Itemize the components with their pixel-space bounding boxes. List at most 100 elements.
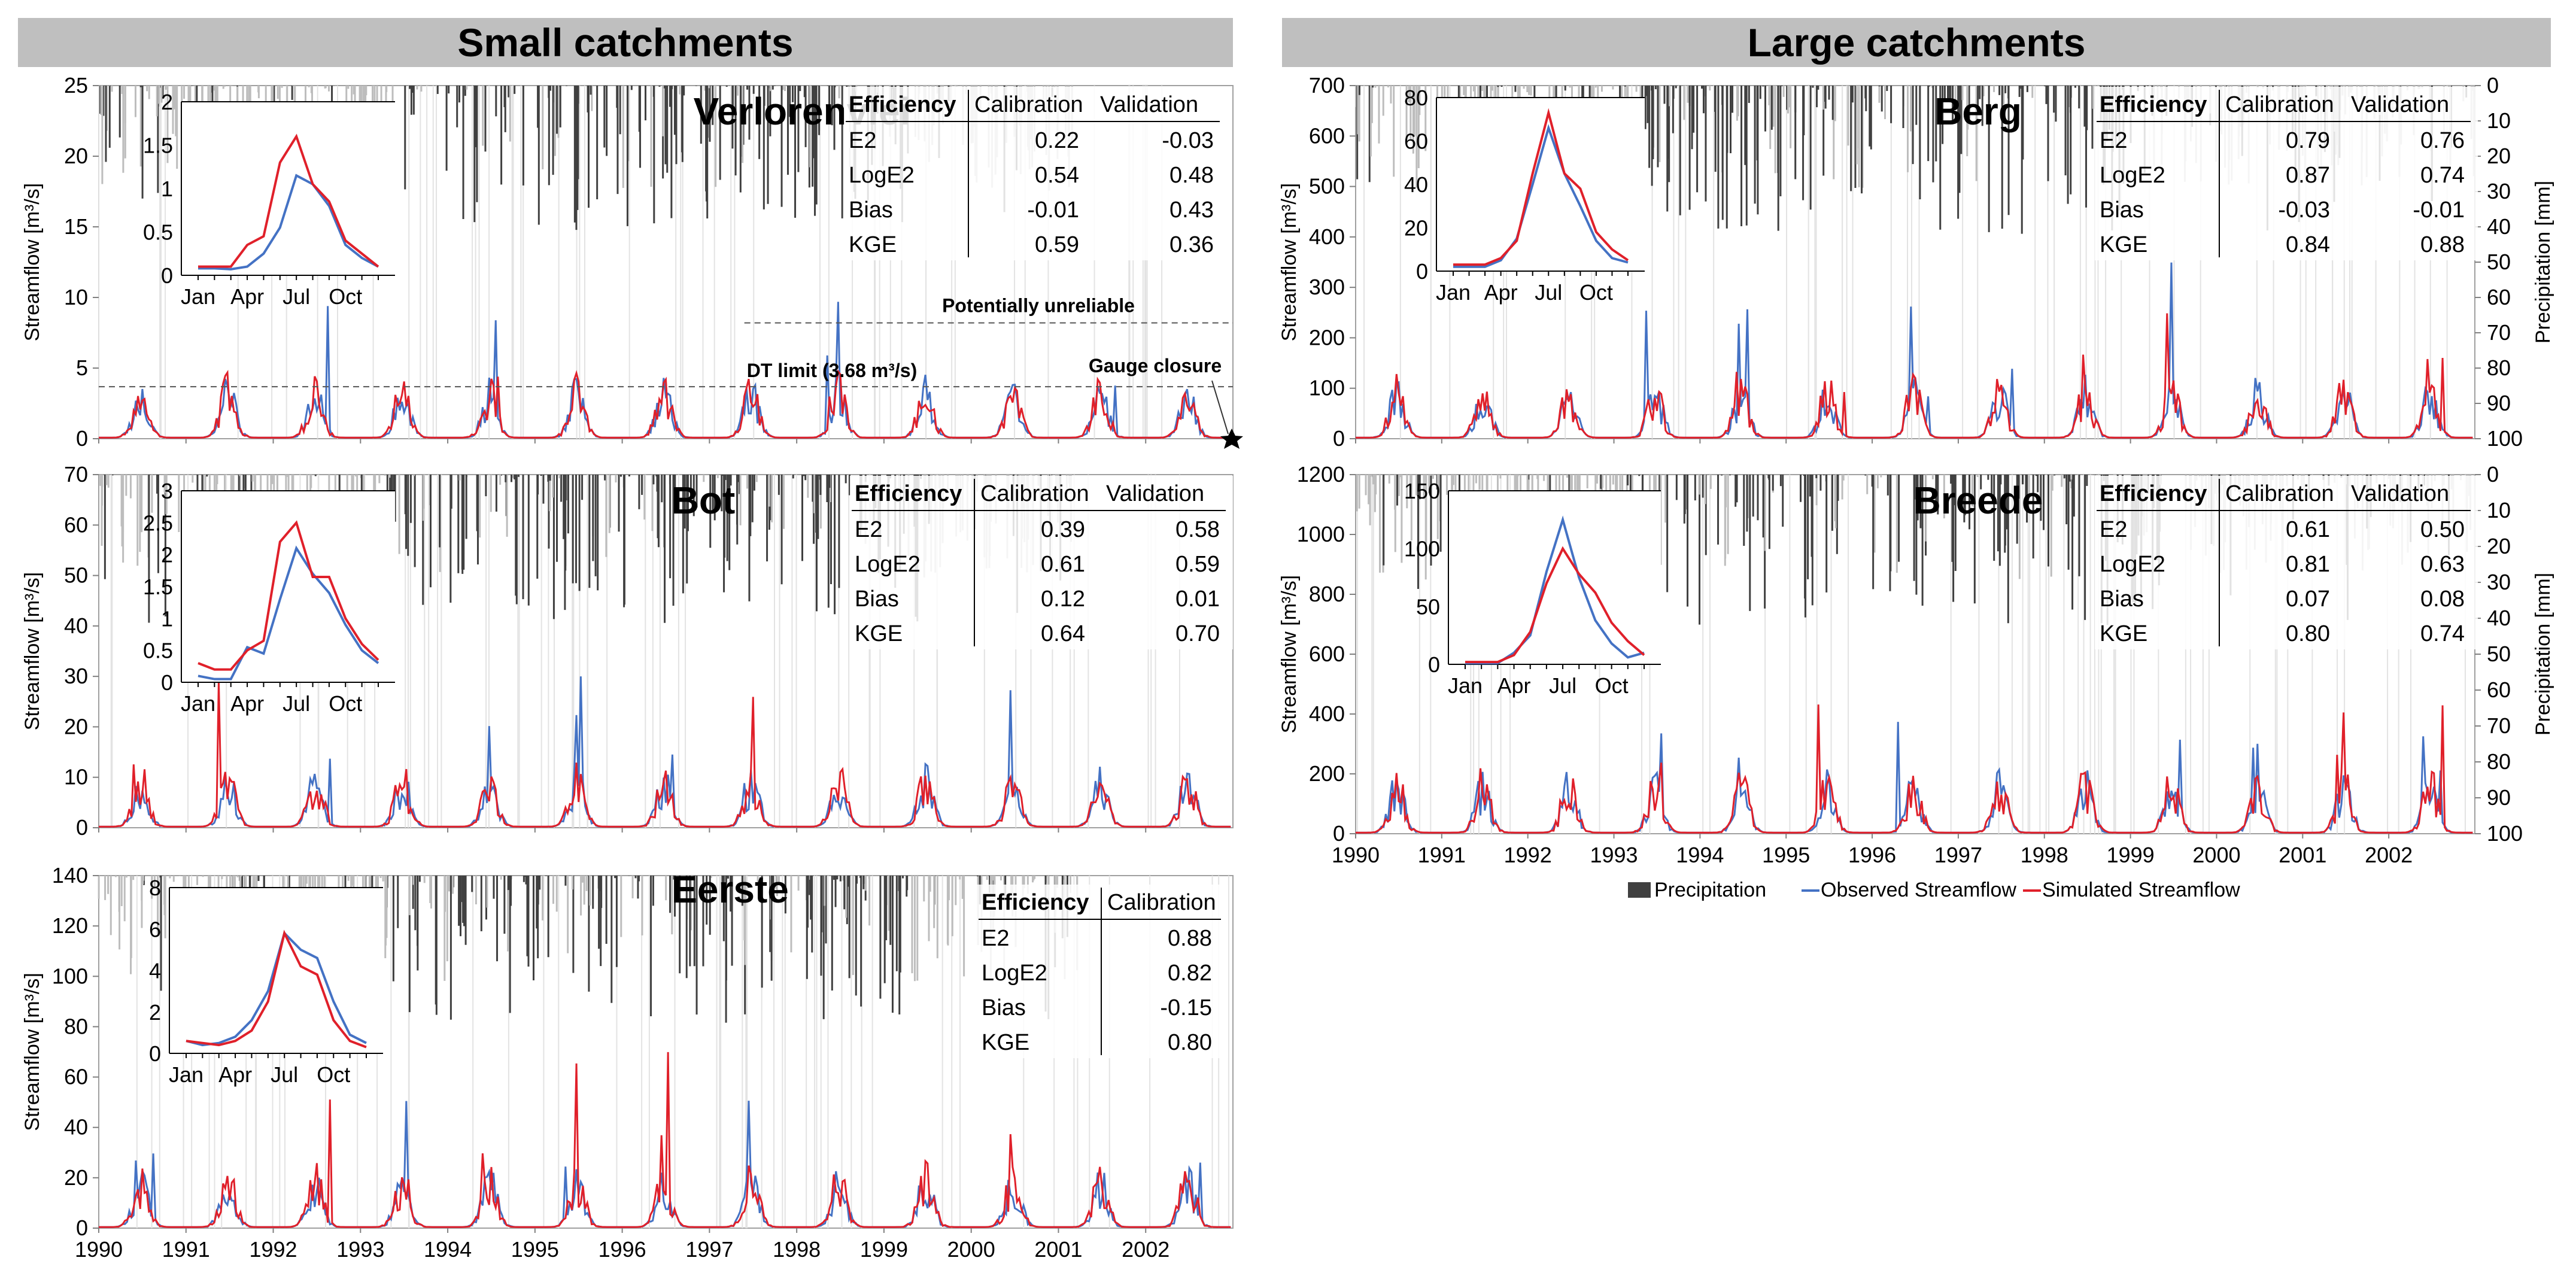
inset-x-tick-label: Jan <box>181 284 215 309</box>
inset-bg <box>1436 98 1645 271</box>
y2-tick-label: 30 <box>2487 179 2511 203</box>
y-tick-label: 30 <box>64 664 88 688</box>
inset-x-tick-label: Apr <box>1497 673 1531 698</box>
monthly-inset: 0 0.5 1 1.5 2 2.5 3 Jan Apr Jul Oct <box>143 479 395 716</box>
efficiency-metric: Bias <box>849 198 893 223</box>
x-tick-label: 1999 <box>2107 843 2155 867</box>
inset-observed-line <box>186 931 367 1047</box>
inset-observed-line <box>198 174 379 271</box>
y-axis-label: Streamflow [m³/s] <box>1278 183 1301 341</box>
inset-observed-line <box>1453 124 1629 268</box>
efficiency-header: Efficiency <box>2100 481 2207 506</box>
efficiency-table-bg <box>844 87 1227 260</box>
efficiency-metric: KGE <box>982 1030 1029 1055</box>
inset-simulated-line <box>1465 546 1645 664</box>
y-tick-label: 60 <box>64 512 88 537</box>
y-tick-label: 0 <box>1333 426 1345 451</box>
simulated-series-line <box>1356 704 2473 834</box>
inset-y-tick-label: 50 <box>1416 594 1440 619</box>
efficiency-metric: KGE <box>2100 621 2147 646</box>
y2-tick-label: 40 <box>2487 606 2511 630</box>
inset-x-tick-label: Apr <box>230 691 264 716</box>
efficiency-metric: LogE2 <box>855 552 921 577</box>
inset-x-tick-label: Jan <box>1436 280 1471 305</box>
inset-y-tick-label: 2 <box>161 90 173 114</box>
inset-x-tick-label: Apr <box>230 284 264 309</box>
y-tick-label: 400 <box>1309 224 1345 249</box>
efficiency-table: Efficiency Calibration Validation E2 0.61 0.5… <box>2095 476 2478 649</box>
efficiency-table: Efficiency Calibration Validation E2 0.22 -0.… <box>844 87 1227 260</box>
inset-x-tick-label: Oct <box>329 284 362 309</box>
efficiency-calibration: 0.12 <box>1041 587 1085 612</box>
x-tick-label: 1996 <box>599 1237 646 1262</box>
y-tick-label: 600 <box>1309 123 1345 148</box>
efficiency-validation: 0.74 <box>2420 163 2465 188</box>
y2-tick-label: 90 <box>2487 391 2511 415</box>
simulated-series-line <box>99 1052 1231 1228</box>
efficiency-metric: Bias <box>2100 587 2144 612</box>
efficiency-validation: 0.70 <box>1175 621 1220 646</box>
y2-tick-label: 80 <box>2487 749 2511 774</box>
y-tick-label: 100 <box>1309 376 1345 400</box>
x-tick-label: 1991 <box>162 1237 210 1262</box>
y-tick-label: 50 <box>64 563 88 588</box>
legend-observed-label: Observed Streamflow <box>1821 879 2016 901</box>
observed-series-line <box>99 1101 1231 1228</box>
efficiency-validation: 0.88 <box>2420 232 2465 257</box>
legend-simulated-label: Simulated Streamflow <box>2042 879 2240 901</box>
inset-x-tick-label: Jul <box>1535 280 1562 305</box>
inset-y-tick-label: 2 <box>161 543 173 567</box>
inset-x-tick-label: Jan <box>169 1062 203 1087</box>
efficiency-validation: 0.74 <box>2420 621 2465 646</box>
efficiency-calibration: 0.61 <box>2286 517 2330 542</box>
large-catchments-header: Large catchments <box>1282 18 2551 67</box>
inset-x-tick-label: Oct <box>1595 673 1629 698</box>
efficiency-validation: 0.58 <box>1175 517 1220 542</box>
x-tick-label: 1995 <box>511 1237 559 1262</box>
y-tick-label: 40 <box>64 613 88 638</box>
y2-tick-label: 70 <box>2487 713 2511 738</box>
efficiency-calibration: 0.87 <box>2286 163 2330 188</box>
efficiency-table-bg <box>850 476 1233 649</box>
gauge-closure-star-icon <box>1220 429 1243 449</box>
y-tick-label: 200 <box>1309 761 1345 786</box>
inset-simulated-line <box>198 520 379 671</box>
inset-x-tick-label: Apr <box>1484 280 1518 305</box>
x-tick-label: 1998 <box>773 1237 821 1262</box>
efficiency-calibration: -0.03 <box>2278 198 2330 223</box>
y-tick-label: 20 <box>64 1165 88 1190</box>
inset-y-tick-label: 0 <box>1416 259 1428 284</box>
y-tick-label: 0 <box>76 1216 88 1240</box>
x-tick-label: 1992 <box>1504 843 1552 867</box>
efficiency-validation: 0.01 <box>1175 587 1220 612</box>
y-tick-label: 20 <box>64 714 88 739</box>
inset-y-tick-label: 100 <box>1404 537 1440 561</box>
efficiency-calibration: 0.79 <box>2286 128 2330 153</box>
efficiency-header: Validation <box>1106 481 1204 506</box>
monthly-inset: 0 20 40 60 80 Jan Apr Jul Oct <box>1404 86 1645 305</box>
inset-simulated-line <box>1453 108 1629 266</box>
y-tick-label: 120 <box>52 913 88 938</box>
y-tick-label: 0 <box>1333 821 1345 846</box>
efficiency-metric: E2 <box>982 926 1009 951</box>
efficiency-calibration: 0.54 <box>1035 163 1079 188</box>
inset-x-tick-label: Apr <box>218 1062 252 1087</box>
efficiency-calibration: 0.07 <box>2286 587 2330 612</box>
efficiency-header: Validation <box>2351 481 2449 506</box>
efficiency-table: Efficiency Calibration Validation E2 0.79 0.7… <box>2095 87 2478 260</box>
x-tick-label: 1992 <box>249 1237 297 1262</box>
efficiency-calibration: 0.82 <box>1168 961 1212 986</box>
y2-tick-label: 60 <box>2487 285 2511 309</box>
y-tick-label: 1000 <box>1297 522 1345 546</box>
efficiency-calibration: 0.84 <box>2286 232 2330 257</box>
inset-y-tick-label: 4 <box>149 959 161 983</box>
x-tick-label: 2001 <box>1034 1237 1082 1262</box>
x-tick-label: 1993 <box>1590 843 1638 867</box>
inset-y-tick-label: 80 <box>1404 86 1428 110</box>
inset-y-tick-label: 0.5 <box>143 220 173 245</box>
efficiency-validation: 0.48 <box>1169 163 1214 188</box>
inset-y-tick-label: 0 <box>161 670 173 695</box>
y-axis-label: Streamflow [m³/s] <box>21 572 44 730</box>
y-tick-label: 0 <box>76 426 88 451</box>
